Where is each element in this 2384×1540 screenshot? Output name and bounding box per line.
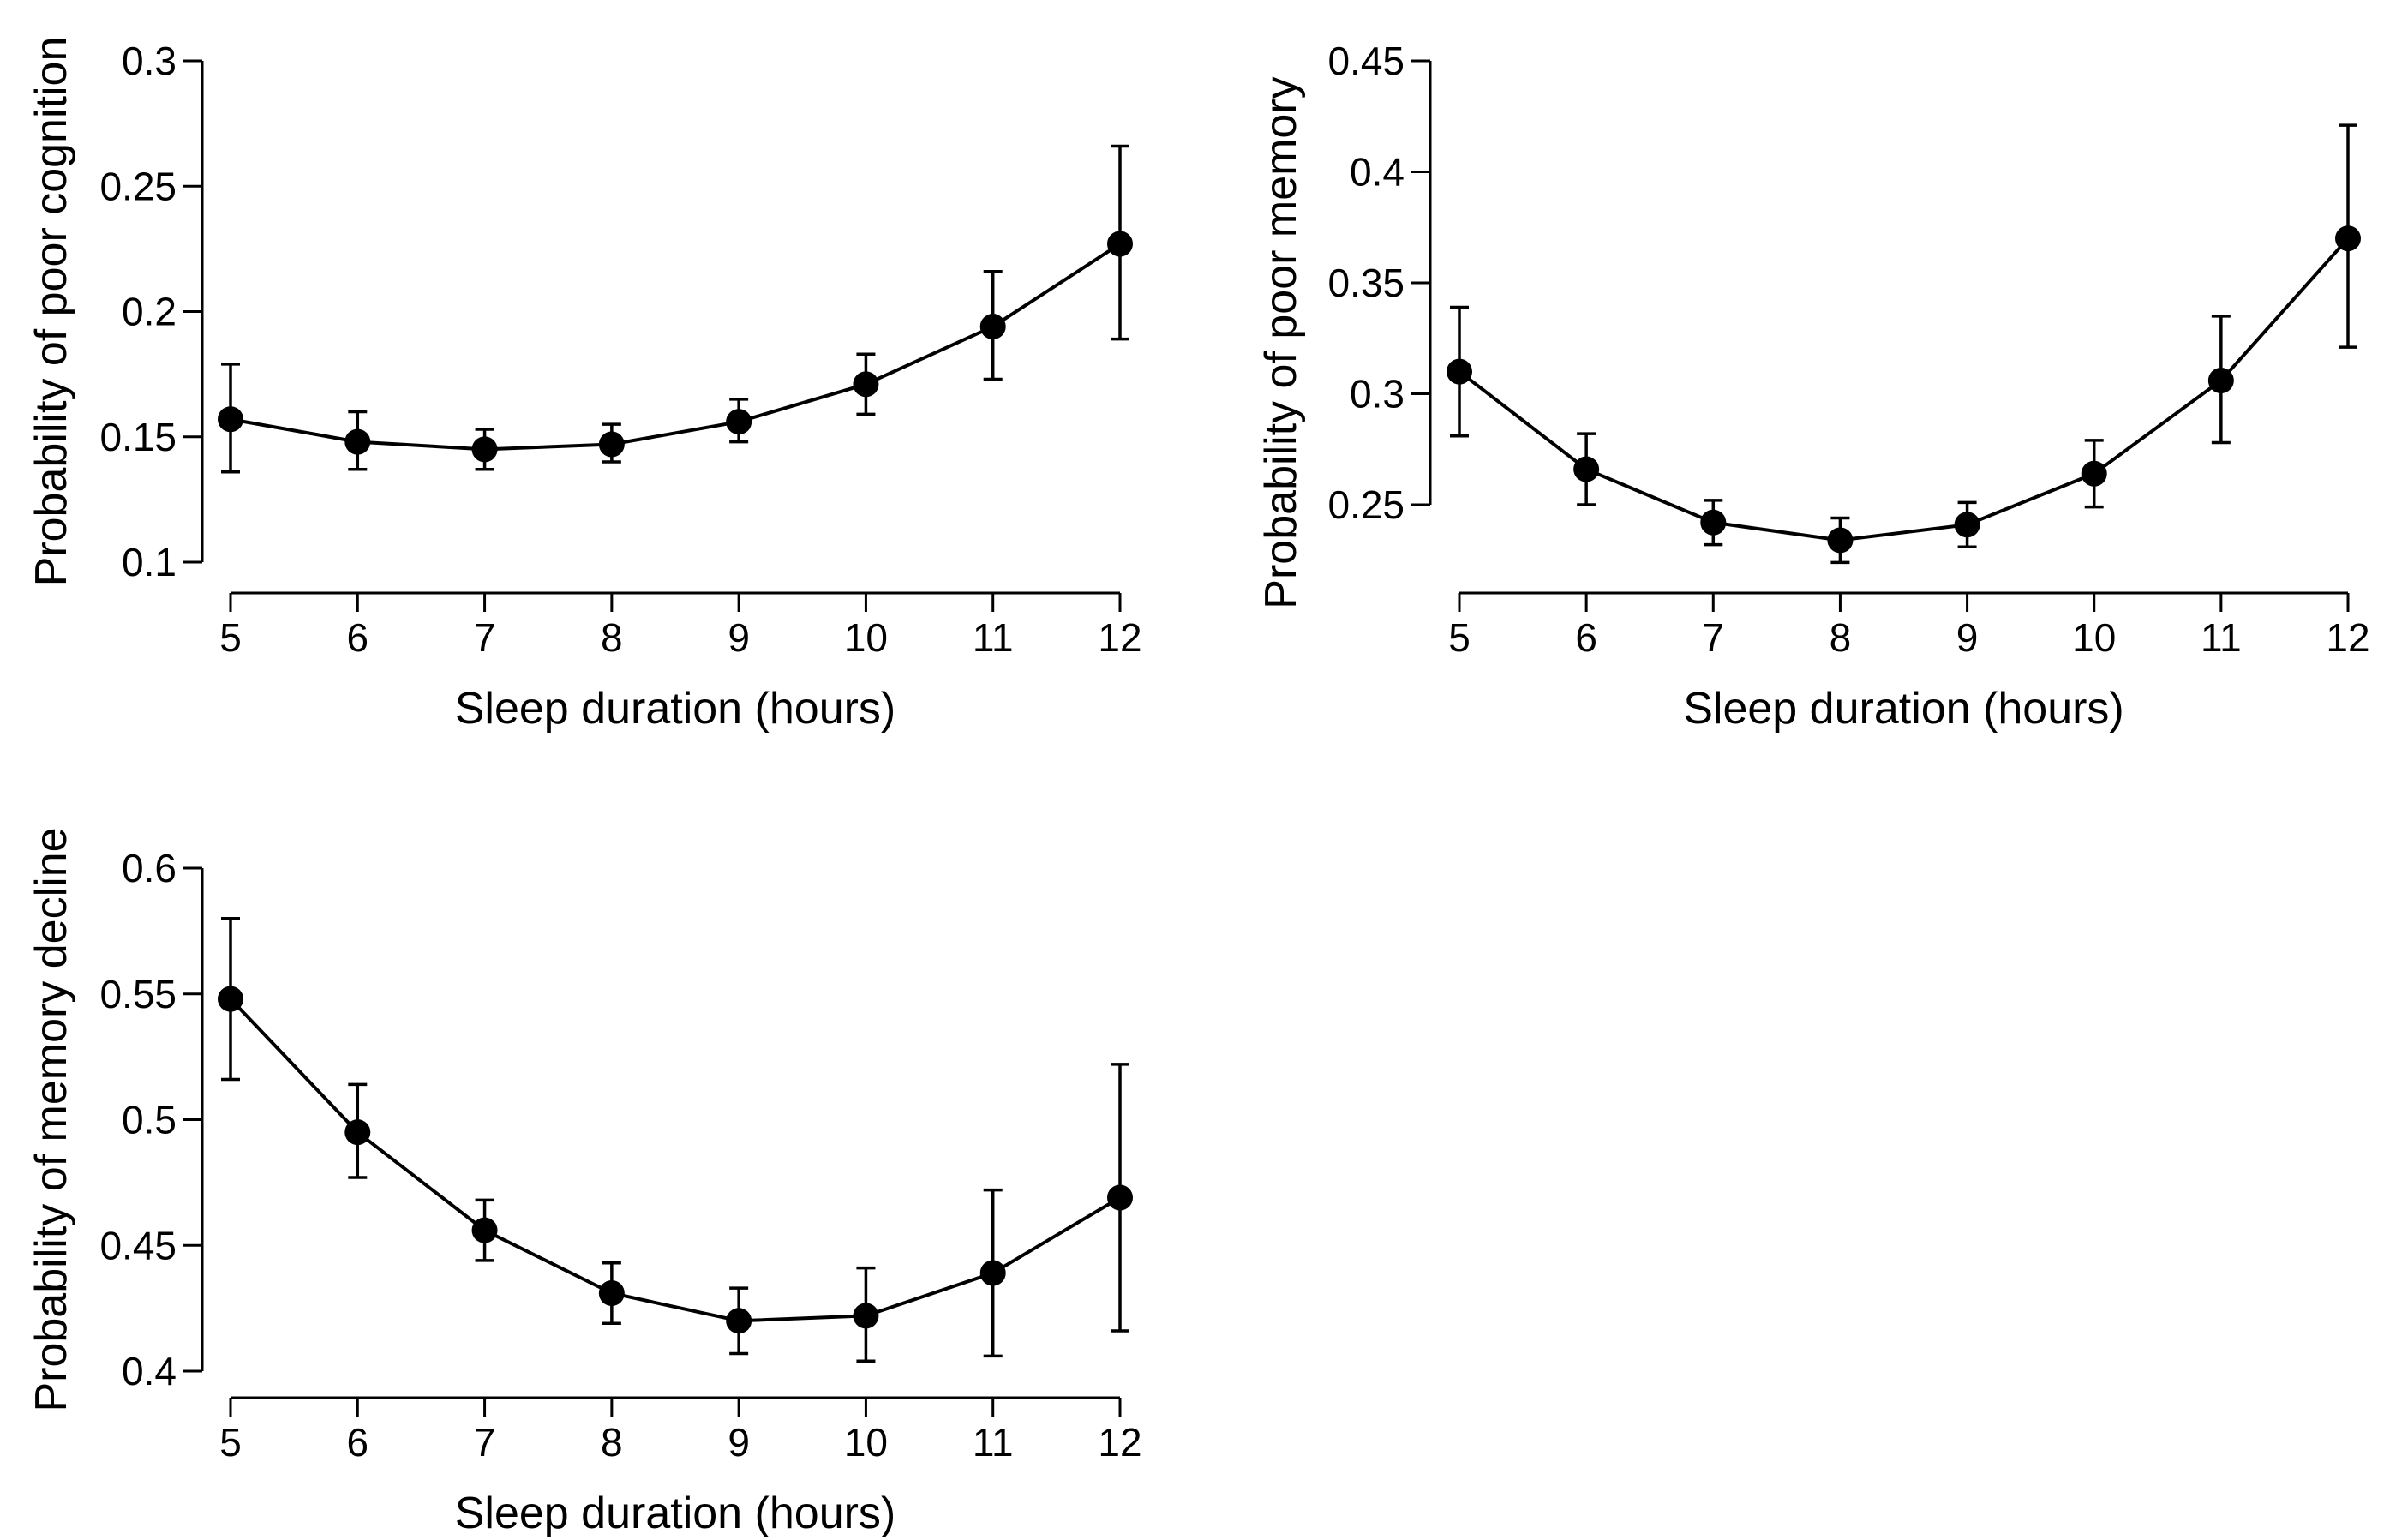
data-point [2207,367,2234,393]
data-point [471,1217,498,1243]
y-tick-label: 0.1 [122,540,177,584]
y-axis-label: Probability of poor memory [1256,76,1306,608]
data-point [1700,509,1727,536]
data-point [218,406,243,433]
data-point [1107,1184,1133,1211]
series-line [229,998,1122,1323]
y-axis-label: Probability of memory decline [27,827,76,1411]
x-tick-label: 12 [1098,615,1141,660]
series-line [230,242,1122,452]
chart-panel-2: 0.25 0.3 0.35 0.4 0.45 5 6 7 8 9 10 11 12 Sleep durat… [1256,39,2370,734]
data-point [344,1119,371,1146]
x-tick-label: 9 [1956,615,1979,660]
x-tick-label: 8 [1830,615,1852,660]
data-point [1447,358,1472,385]
data-point [598,1280,625,1307]
data-point [979,314,1006,340]
chart-panel-1: 0.1 0.15 0.2 0.25 0.3 5 6 7 8 9 10 11 12 Sleep durati… [27,37,1142,734]
chart-panel-3: 0.4 0.45 0.5 0.55 0.6 5 6 7 8 9 10 11 12 Sleep durati… [27,827,1142,1538]
y-tick-label: 0.3 [122,39,177,83]
x-axis-label: Sleep duration (hours) [455,1489,896,1538]
x-axis-label: Sleep duration (hours) [1683,684,2124,734]
x-tick-label: 10 [844,1420,888,1465]
data-point [853,371,879,398]
x-tick-label: 6 [1575,615,1597,660]
data-point [1107,231,1133,257]
data-point [1827,527,1854,554]
y-tick-label: 0.45 [99,1223,177,1267]
y-tick-label: 0.4 [1350,150,1405,195]
x-tick-label: 9 [728,1420,750,1465]
x-tick-label: 10 [2072,615,2116,660]
data-point [2081,460,2107,487]
x-tick-label: 11 [973,615,1014,660]
data-point [1954,512,1980,538]
x-tick-label: 11 [2201,615,2242,660]
x-tick-label: 7 [474,615,496,660]
x-tick-label: 9 [728,615,750,660]
y-tick-label: 0.2 [122,290,177,334]
x-tick-label: 12 [1098,1420,1141,1465]
series-line [1458,237,2350,542]
data-point [2335,225,2361,252]
y-axis-label: Probability of poor cognition [27,37,76,587]
y-tick-label: 0.45 [1327,39,1405,83]
y-tick-label: 0.25 [1327,482,1405,527]
x-tick-label: 5 [1448,615,1471,660]
x-tick-label: 8 [601,615,623,660]
x-axis-label: Sleep duration (hours) [455,684,896,734]
x-tick-label: 7 [1702,615,1724,660]
y-tick-label: 0.6 [122,846,177,890]
data-point [471,436,498,463]
data-point [726,409,752,435]
y-tick-label: 0.3 [1350,372,1405,416]
data-point [344,428,371,455]
y-tick-label: 0.35 [1327,261,1405,305]
x-tick-label: 5 [219,1420,242,1465]
y-tick-label: 0.55 [99,972,177,1016]
x-tick-label: 6 [346,615,368,660]
x-tick-label: 12 [2326,615,2369,660]
y-tick-label: 0.5 [122,1098,177,1142]
y-tick-label: 0.15 [99,415,177,459]
x-tick-label: 10 [844,615,888,660]
x-tick-label: 8 [601,1420,623,1465]
data-point [853,1303,879,1329]
data-point [979,1260,1006,1286]
y-tick-label: 0.4 [122,1349,177,1393]
data-point [1573,456,1600,482]
x-tick-label: 11 [973,1420,1014,1465]
y-tick-label: 0.25 [99,164,177,208]
x-tick-label: 7 [474,1420,496,1465]
data-point [598,431,625,458]
x-tick-label: 5 [219,615,242,660]
x-tick-label: 6 [346,1420,368,1465]
data-point [726,1308,752,1334]
data-point [218,986,243,1012]
